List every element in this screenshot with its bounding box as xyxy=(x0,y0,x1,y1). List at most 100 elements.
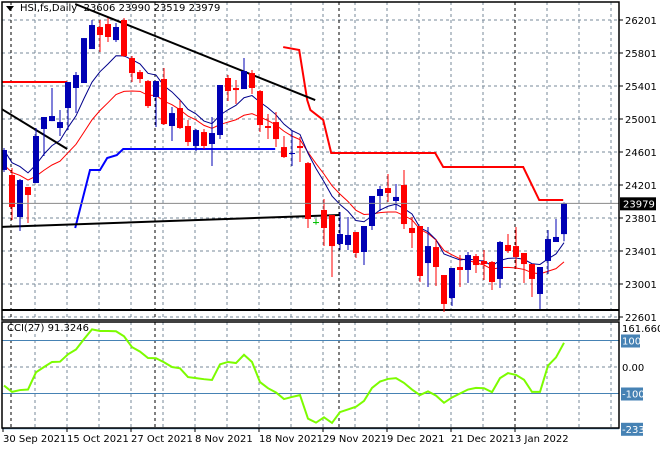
cci-line xyxy=(3,328,565,425)
candle xyxy=(65,82,71,131)
lower-channel-line xyxy=(74,148,276,229)
cci-label: CCI(27) 91.3246 xyxy=(7,323,89,334)
candle xyxy=(25,186,31,224)
candle xyxy=(441,275,447,312)
candle-body xyxy=(321,209,327,228)
candle xyxy=(225,75,231,102)
candle xyxy=(49,87,55,122)
cci-plot xyxy=(3,328,565,425)
candle-body xyxy=(401,185,407,225)
candle xyxy=(465,251,471,284)
candle xyxy=(137,69,143,84)
candle-body xyxy=(217,85,223,136)
chart-header: HSI,fs,Daily 23606 23990 23519 23979 xyxy=(6,3,220,14)
candle-body xyxy=(41,117,47,129)
candle-body xyxy=(265,126,271,128)
candle xyxy=(161,68,167,126)
candle xyxy=(265,114,271,140)
candle xyxy=(9,168,15,220)
trendline xyxy=(2,214,341,228)
candle-body xyxy=(489,261,495,283)
candle-body xyxy=(193,130,199,146)
candle-body xyxy=(233,87,239,91)
price-tick-label: 25001 xyxy=(625,115,657,126)
candle xyxy=(377,185,383,211)
time-tick-label: 27 Oct 2021 xyxy=(131,434,193,445)
candle-body xyxy=(33,135,39,184)
candle xyxy=(561,202,567,242)
time-tick-label: 29 Nov 2021 xyxy=(323,434,387,445)
candle xyxy=(201,128,207,150)
candle xyxy=(177,100,183,129)
close-value: 23979 xyxy=(188,3,221,14)
candle xyxy=(401,169,407,229)
candle xyxy=(185,119,191,146)
cci-level-box xyxy=(621,334,640,348)
candle xyxy=(449,267,455,307)
candle-body xyxy=(513,246,519,258)
candle-body xyxy=(57,122,63,128)
candle-body xyxy=(337,234,343,244)
candle xyxy=(257,90,263,133)
candle xyxy=(457,255,463,287)
symbol-label: HSI,fs,Daily xyxy=(20,3,78,14)
candle-body xyxy=(153,81,159,98)
candle xyxy=(105,18,111,43)
candle xyxy=(497,241,503,288)
candle xyxy=(537,267,543,309)
candle xyxy=(385,174,391,202)
candle-body xyxy=(273,122,279,140)
current-price-label: 23979 xyxy=(623,199,655,210)
cci-level-box xyxy=(621,387,643,401)
candle xyxy=(273,111,279,148)
candle-body xyxy=(465,255,471,270)
candle xyxy=(409,217,415,249)
cci-level-label: -100 xyxy=(622,390,645,401)
time-tick-label: 8 Nov 2021 xyxy=(195,434,253,445)
candle xyxy=(57,110,63,136)
candle-body xyxy=(425,246,431,264)
cci-panel-border xyxy=(1,321,620,429)
candle-body xyxy=(161,78,167,125)
time-tick-label: 15 Oct 2021 xyxy=(67,434,129,445)
candle-body xyxy=(433,247,439,268)
candle-body xyxy=(113,27,119,41)
candle-body xyxy=(25,186,31,195)
candle xyxy=(361,226,367,266)
candle xyxy=(425,226,431,287)
candle-body xyxy=(361,226,367,252)
candle-body xyxy=(145,81,151,107)
candle xyxy=(297,136,303,162)
candle xyxy=(41,117,47,157)
candle-body xyxy=(473,256,479,266)
candle xyxy=(209,117,215,167)
candle xyxy=(417,226,423,283)
candle xyxy=(249,69,255,95)
candle-body xyxy=(177,108,183,128)
candle-body xyxy=(169,113,175,127)
cci-level-label: -233.171 xyxy=(622,425,660,436)
trendline xyxy=(2,108,68,150)
candle-body xyxy=(505,244,511,251)
candle-body xyxy=(529,264,535,279)
price-plot xyxy=(2,3,619,312)
dropdown-triangle-icon[interactable] xyxy=(6,5,14,11)
candle-body xyxy=(289,152,295,154)
candle xyxy=(113,23,119,43)
price-tick-label: 23401 xyxy=(625,247,657,258)
candle xyxy=(521,252,527,284)
candle xyxy=(505,234,511,253)
candle-body xyxy=(209,133,215,144)
cci-panel: 100 -100 -233.171 0.00 161.6609 xyxy=(2,324,660,436)
candle xyxy=(329,215,335,277)
cci-level-label: 100 xyxy=(622,337,641,348)
price-tick-label: 24201 xyxy=(625,181,657,192)
candle-body xyxy=(121,20,127,57)
candle xyxy=(145,80,151,109)
candle xyxy=(121,18,127,58)
time-tick-label: 9 Dec 2021 xyxy=(387,434,445,445)
time-tick-label: 18 Nov 2021 xyxy=(259,434,323,445)
candle-body xyxy=(185,126,191,143)
candle xyxy=(289,131,295,167)
